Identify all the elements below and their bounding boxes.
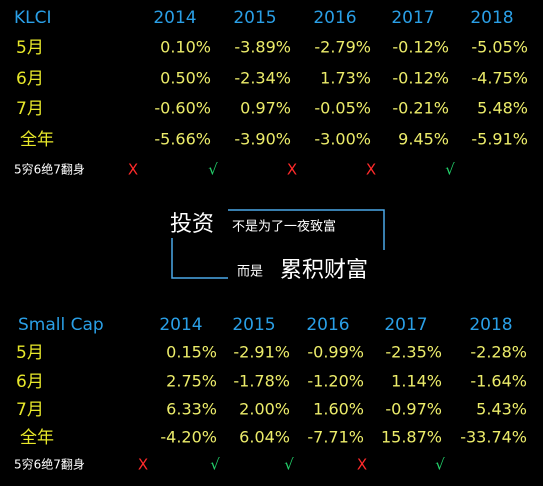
cell-value: -1.20%: [307, 372, 364, 391]
year-header: 2017: [391, 8, 434, 28]
verdict-mark: X: [366, 161, 376, 179]
cell-value: -0.99%: [307, 343, 364, 362]
cell-value: -0.21%: [392, 99, 449, 118]
verdict-mark: X: [287, 161, 297, 179]
verdict-mark: √: [210, 456, 220, 474]
cell-value: -1.64%: [470, 372, 527, 391]
cell-value: 0.97%: [240, 99, 291, 118]
year-header: 2015: [233, 8, 276, 28]
cell-value: -5.05%: [471, 38, 528, 57]
year-header: 2016: [313, 8, 356, 28]
year-header: 2017: [384, 315, 427, 335]
row-label: 6月: [16, 69, 44, 89]
quote-small-1: 不是为了一夜致富: [232, 219, 336, 235]
cell-value: -2.35%: [385, 343, 442, 362]
year-header: 2014: [159, 315, 202, 335]
row-label: 全年: [20, 130, 54, 150]
cell-value: -5.66%: [154, 130, 211, 149]
cell-value: -0.97%: [385, 400, 442, 419]
row-label: 5月: [16, 343, 44, 363]
cell-value: -4.20%: [160, 428, 217, 447]
cell-value: 1.60%: [313, 400, 364, 419]
quote-small-2: 而是: [237, 265, 263, 280]
row-label: 7月: [16, 400, 44, 420]
cell-value: -2.91%: [233, 343, 290, 362]
cell-value: 6.33%: [166, 400, 217, 419]
cell-value: 0.15%: [166, 343, 217, 362]
quote-big-2: 累积财富: [280, 258, 368, 283]
quote-big-1: 投资: [170, 212, 214, 237]
year-header: 2018: [470, 8, 513, 28]
row-label: 5月: [16, 38, 44, 58]
cell-value: 2.00%: [239, 400, 290, 419]
verdict-mark: √: [208, 161, 218, 179]
cell-value: -0.05%: [314, 99, 371, 118]
cell-value: -3.89%: [234, 38, 291, 57]
verdict-mark: √: [445, 161, 455, 179]
cell-value: -3.00%: [314, 130, 371, 149]
cell-value: -3.90%: [234, 130, 291, 149]
table-title: KLCI: [14, 8, 52, 28]
bracket-top: [228, 209, 385, 250]
cell-value: -5.91%: [471, 130, 528, 149]
table-title: Small Cap: [18, 315, 104, 335]
row-label: 全年: [20, 428, 54, 448]
cell-value: 15.87%: [381, 428, 442, 447]
cell-value: 1.14%: [391, 372, 442, 391]
cell-value: -2.79%: [314, 38, 371, 57]
year-header: 2016: [306, 315, 349, 335]
cell-value: -2.28%: [470, 343, 527, 362]
cell-value: 2.75%: [166, 372, 217, 391]
cell-value: -0.12%: [392, 38, 449, 57]
cell-value: 0.10%: [160, 38, 211, 57]
cell-value: 0.50%: [160, 69, 211, 88]
cell-value: 6.04%: [239, 428, 290, 447]
cell-value: -2.34%: [234, 69, 291, 88]
verdict-mark: X: [357, 456, 367, 474]
verdict-label: 5穷6绝7翻身: [14, 457, 85, 472]
cell-value: -33.74%: [460, 428, 527, 447]
cell-value: -0.12%: [392, 69, 449, 88]
verdict-mark: √: [435, 456, 445, 474]
year-header: 2015: [232, 315, 275, 335]
row-label: 7月: [16, 99, 44, 119]
row-label: 6月: [16, 372, 44, 392]
cell-value: -0.60%: [154, 99, 211, 118]
verdict-mark: X: [138, 456, 148, 474]
cell-value: 9.45%: [398, 130, 449, 149]
bracket-bottom: [171, 238, 228, 279]
year-header: 2018: [469, 315, 512, 335]
cell-value: 5.48%: [477, 99, 528, 118]
year-header: 2014: [153, 8, 196, 28]
cell-value: -1.78%: [233, 372, 290, 391]
cell-value: -7.71%: [307, 428, 364, 447]
cell-value: 1.73%: [320, 69, 371, 88]
cell-value: 5.43%: [476, 400, 527, 419]
cell-value: -4.75%: [471, 69, 528, 88]
verdict-mark: X: [128, 161, 138, 179]
verdict-mark: √: [284, 456, 294, 474]
verdict-label: 5穷6绝7翻身: [14, 162, 85, 177]
